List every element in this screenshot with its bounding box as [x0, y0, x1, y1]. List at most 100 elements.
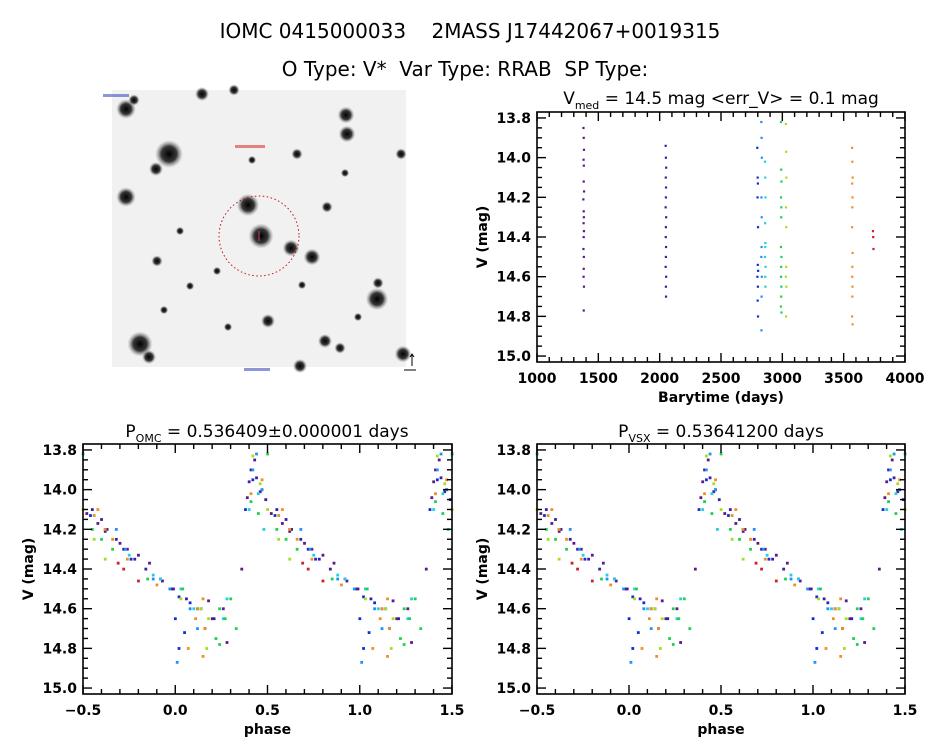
data-point — [582, 126, 585, 130]
data-point — [295, 537, 299, 541]
data-point — [568, 537, 572, 541]
data-point — [582, 255, 585, 259]
data-point — [256, 512, 260, 515]
x-tick-label: 1000 — [518, 371, 557, 387]
data-point — [395, 617, 399, 621]
data-point — [660, 617, 664, 621]
data-point — [712, 482, 716, 486]
data-point — [207, 617, 210, 621]
x-tick-label: 1.0 — [801, 703, 826, 719]
data-point — [114, 528, 118, 531]
data-point — [354, 587, 358, 591]
data-point — [785, 315, 788, 318]
data-point — [582, 236, 585, 239]
data-point — [428, 508, 432, 511]
y-tick-label: 14.2 — [496, 190, 531, 206]
data-point — [855, 607, 859, 611]
data-point — [306, 547, 310, 551]
data-points — [535, 452, 907, 664]
data-point — [779, 196, 783, 199]
data-point — [155, 583, 159, 587]
data-point — [369, 597, 373, 601]
data-point — [614, 579, 618, 583]
data-point — [756, 541, 760, 545]
data-point — [129, 557, 133, 561]
data-point — [631, 595, 635, 599]
data-point — [741, 530, 745, 533]
data-point — [581, 553, 585, 557]
data-point — [419, 627, 423, 631]
data-point — [757, 269, 760, 272]
data-point — [303, 541, 306, 545]
data-point — [710, 492, 714, 496]
data-point — [815, 595, 819, 599]
data-point — [96, 522, 100, 525]
data-point — [582, 136, 585, 139]
data-point — [90, 508, 94, 511]
data-point — [664, 245, 668, 249]
data-point — [697, 508, 701, 511]
data-point — [779, 275, 783, 278]
y-tick-label: 14.8 — [496, 309, 531, 325]
data-point — [863, 597, 867, 601]
data-point — [340, 583, 343, 587]
x-tick-label: 0.5 — [255, 703, 280, 719]
y-tick-label: 14.8 — [42, 641, 77, 657]
data-point — [779, 120, 783, 124]
data-point — [817, 587, 821, 591]
data-point — [793, 583, 797, 587]
data-point — [255, 452, 258, 456]
lightcurve-time-plot: Vmed = 14.5 mag <err_V> = 0.1 mag 13.8 14… — [475, 89, 925, 406]
y-tick-label: 14.6 — [496, 270, 531, 286]
data-point — [179, 597, 183, 601]
data-point — [734, 508, 738, 511]
data-point — [133, 557, 137, 561]
data-point — [247, 480, 251, 484]
data-point — [175, 660, 179, 664]
y-tick-label: 14.8 — [496, 641, 531, 657]
star — [337, 106, 355, 124]
data-point — [888, 468, 892, 472]
data-point — [851, 323, 854, 326]
data-point — [251, 478, 255, 482]
star — [149, 162, 163, 176]
data-point — [664, 285, 667, 288]
star — [365, 287, 389, 311]
star — [248, 223, 274, 249]
data-point — [649, 627, 653, 631]
x-tick-label: 1.5 — [440, 703, 465, 719]
data-point — [738, 537, 741, 541]
data-point — [780, 255, 783, 259]
data-point — [887, 500, 890, 504]
data-point — [430, 496, 434, 500]
data-point — [892, 476, 896, 480]
data-point — [161, 579, 164, 583]
data-point — [887, 468, 890, 472]
data-point — [582, 180, 585, 183]
data-point — [336, 573, 340, 577]
data-point — [103, 530, 107, 533]
data-point — [295, 547, 299, 551]
data-point — [221, 617, 225, 621]
data-point — [708, 476, 712, 480]
data-point — [896, 482, 900, 486]
data-point — [264, 498, 268, 502]
data-point — [866, 597, 870, 601]
data-point — [837, 607, 841, 611]
data-point — [851, 182, 854, 185]
data-point — [570, 561, 574, 565]
data-point — [386, 597, 389, 601]
data-point — [666, 617, 670, 621]
data-point — [851, 160, 854, 163]
data-point — [308, 547, 312, 551]
data-point — [706, 458, 710, 462]
data-point — [247, 508, 251, 511]
data-point — [896, 490, 900, 494]
data-point — [336, 577, 340, 581]
data-point — [159, 577, 162, 581]
data-point — [240, 567, 244, 571]
data-point — [665, 216, 668, 219]
data-point — [317, 557, 321, 561]
data-point — [363, 587, 367, 591]
data-point — [207, 599, 210, 603]
